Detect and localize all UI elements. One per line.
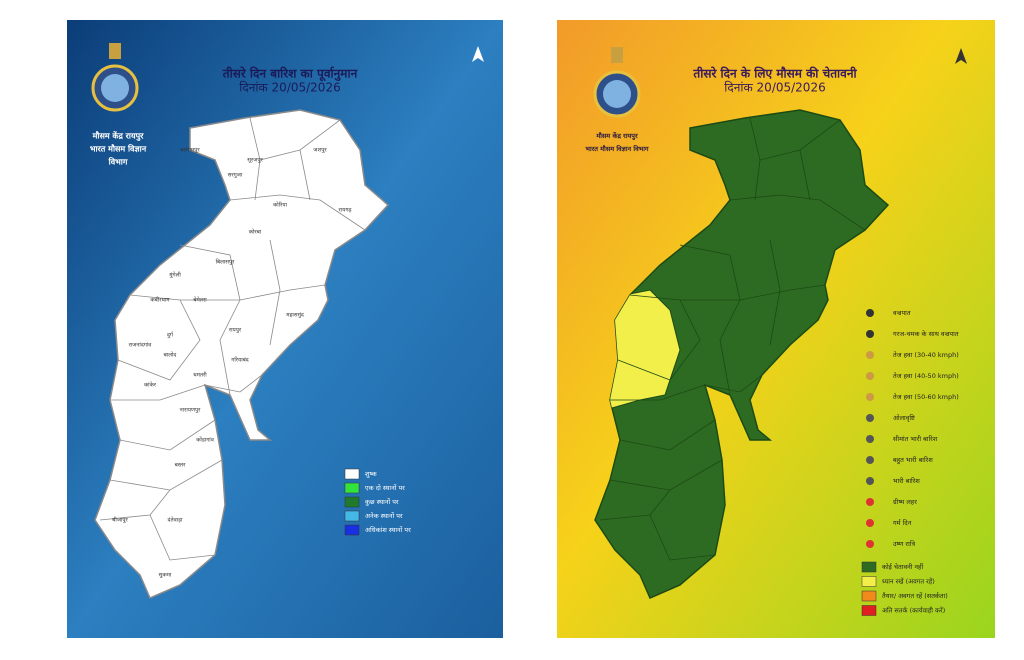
emblems bbox=[91, 43, 967, 118]
legend-label: अनेक स्थानों पर bbox=[365, 512, 403, 520]
legend-swatch bbox=[344, 496, 360, 508]
legend-icon bbox=[866, 477, 874, 485]
legend-label: ध्यान रखें (अवगत रहें) bbox=[882, 578, 935, 586]
legend-swatch bbox=[861, 605, 877, 616]
legend-label: ओलावृष्टि bbox=[893, 414, 915, 422]
district-label: कोंडागांव bbox=[196, 437, 215, 444]
district-label: बालोद bbox=[164, 352, 177, 359]
legend-icon bbox=[866, 393, 874, 401]
district-label: कोरबा bbox=[249, 229, 262, 236]
legend-label: अति सतर्क (कार्यवाही करें) bbox=[882, 607, 945, 615]
district-label: रायपुर bbox=[229, 328, 242, 334]
legend-icon bbox=[866, 330, 874, 338]
org-name: मौसम केंद्र रायपुर bbox=[595, 132, 638, 140]
district-label: सूरजपुर bbox=[247, 158, 263, 164]
district-label: बिलासपुर bbox=[216, 259, 236, 266]
legend-label: बहुत भारी बारिश bbox=[893, 456, 933, 465]
district-label: राजनांदगांव bbox=[129, 342, 153, 349]
district-label: गरियाबंद bbox=[231, 357, 249, 364]
org-name: विभाग bbox=[108, 157, 128, 167]
district-label: धमतरी bbox=[193, 372, 207, 379]
legend-label: तेज हवा (30-40 kmph) bbox=[893, 351, 959, 359]
imd-logo bbox=[593, 47, 641, 118]
legend-label: शुष्क bbox=[365, 470, 378, 478]
district-label: बलरामपुर bbox=[180, 148, 200, 154]
legend-swatch bbox=[344, 524, 360, 536]
legend-icon bbox=[866, 309, 874, 317]
legend-label: कोई चेतावनी नहीं bbox=[882, 563, 923, 571]
org-name: भारत मौसम विज्ञान bbox=[90, 144, 147, 154]
legend-icon bbox=[866, 351, 874, 359]
legend-icon bbox=[866, 435, 874, 443]
legend-label: भारी बारिश bbox=[893, 477, 920, 485]
district-label: कोरिया bbox=[273, 202, 288, 209]
legend-icon bbox=[866, 456, 874, 464]
legend-icon bbox=[866, 519, 874, 527]
map-title: तीसरे दिन बारिश का पूर्वानुमान bbox=[222, 67, 359, 82]
district-label: महासमुंद bbox=[286, 312, 304, 319]
legend-label: वज्रपात bbox=[893, 309, 911, 317]
district-label: बीजापुर bbox=[112, 517, 128, 524]
district-label: दुर्ग bbox=[167, 332, 174, 339]
legend-label: गर्म दिन bbox=[893, 519, 912, 527]
rain-map: बलरामपुर सूरजपुर सरगुजा जशपुर कोरिया कोरबा राय… bbox=[94, 109, 389, 599]
district-label: कबीरधाम bbox=[150, 297, 170, 304]
org-name: भारत मौसम विज्ञान विभाग bbox=[585, 145, 649, 153]
legend-swatch bbox=[344, 510, 360, 522]
legend-icon bbox=[866, 498, 874, 506]
map-date: दिनांक 20/05/2026 bbox=[724, 81, 825, 95]
district-label: बेमेतरा bbox=[193, 297, 207, 304]
legend-icon bbox=[866, 540, 874, 548]
legend-label: तेज हवा (50-60 kmph) bbox=[893, 393, 959, 401]
legend-swatch bbox=[861, 561, 877, 573]
north-arrow bbox=[472, 46, 484, 62]
district-label: कांकेर bbox=[144, 382, 157, 389]
district-label: बस्तर bbox=[175, 463, 186, 469]
map-title: तीसरे दिन के लिए मौसम की चेतावनी bbox=[692, 67, 857, 81]
district-label: सुकमा bbox=[159, 573, 172, 579]
legend-swatch bbox=[344, 482, 360, 494]
legend-icon bbox=[866, 372, 874, 380]
district-label: रायगढ़ bbox=[338, 208, 352, 214]
legend-swatch bbox=[861, 576, 877, 587]
legend-icon bbox=[866, 414, 874, 422]
north-arrow bbox=[955, 48, 967, 64]
legend-label: गरज-चमक के साथ वज्रपात bbox=[893, 330, 959, 338]
legend-label: सीमांत भारी बारिश bbox=[893, 435, 938, 443]
district-label: दंतेवाड़ा bbox=[168, 517, 183, 524]
legend-label: अधिकांश स्थानों पर bbox=[365, 526, 411, 534]
imd-logo bbox=[91, 43, 139, 112]
legend-label: कुछ स्थानों पर bbox=[365, 498, 399, 506]
legend-swatch bbox=[861, 590, 877, 602]
district-label: नारायणपुर bbox=[180, 408, 201, 414]
legend-label: उष्ण रात्रि bbox=[893, 540, 915, 548]
org-name: मौसम केंद्र रायपुर bbox=[92, 131, 145, 142]
district-label: जशपुर bbox=[313, 148, 327, 154]
legend-swatch bbox=[344, 468, 360, 480]
legend-label: तैयार/ अवगत रहें (सतर्कता) bbox=[882, 592, 948, 600]
district-label: मुंगेली bbox=[169, 272, 181, 279]
district-label: सरगुजा bbox=[228, 173, 243, 179]
legend-label: ग्रीष्म लहर bbox=[893, 498, 917, 506]
map-date: दिनांक 20/05/2026 bbox=[239, 81, 340, 95]
legend-label: तेज हवा (40-50 kmph) bbox=[893, 372, 959, 380]
legend-label: एक दो स्थानों पर bbox=[365, 484, 405, 492]
